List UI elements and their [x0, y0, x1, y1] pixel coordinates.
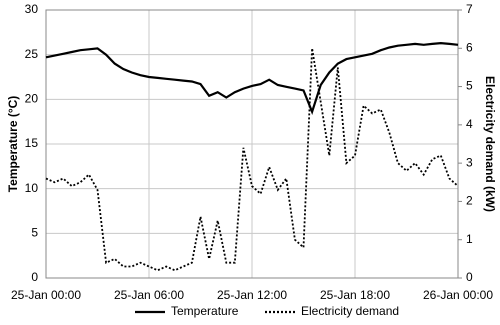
legend-label: Temperature	[171, 304, 239, 318]
y2-tick-label: 2	[466, 194, 473, 208]
x-tick-label: 26-Jan 00:00	[423, 288, 493, 302]
legend-label: Electricity demand	[301, 304, 399, 318]
y-tick-label: 5	[31, 226, 38, 240]
y-tick-label: 30	[25, 2, 39, 16]
y2-axis-title: Electricity demand (kW)	[483, 76, 497, 212]
x-tick-label: 25-Jan 12:00	[217, 288, 287, 302]
y2-tick-label: 1	[466, 232, 473, 246]
x-tick-label: 25-Jan 06:00	[114, 288, 184, 302]
x-tick-label: 25-Jan 00:00	[11, 288, 81, 302]
y2-tick-label: 4	[466, 117, 473, 131]
y-tick-label: 10	[25, 181, 39, 195]
y-axis-title: Temperature (°C)	[6, 96, 20, 193]
y2-tick-label: 5	[466, 79, 473, 93]
y2-tick-label: 0	[466, 270, 473, 284]
plot-frame	[45, 9, 459, 279]
y-tick-label: 0	[31, 270, 38, 284]
y-tick-label: 15	[25, 136, 39, 150]
series-line	[45, 48, 459, 272]
x-tick-label: 25-Jan 18:00	[320, 288, 390, 302]
y2-tick-label: 7	[466, 2, 473, 16]
y-tick-label: 25	[25, 47, 39, 61]
y-tick-label: 20	[25, 92, 39, 106]
y2-tick-label: 3	[466, 155, 473, 169]
y2-tick-label: 6	[466, 40, 473, 54]
series-line	[45, 41, 459, 116]
